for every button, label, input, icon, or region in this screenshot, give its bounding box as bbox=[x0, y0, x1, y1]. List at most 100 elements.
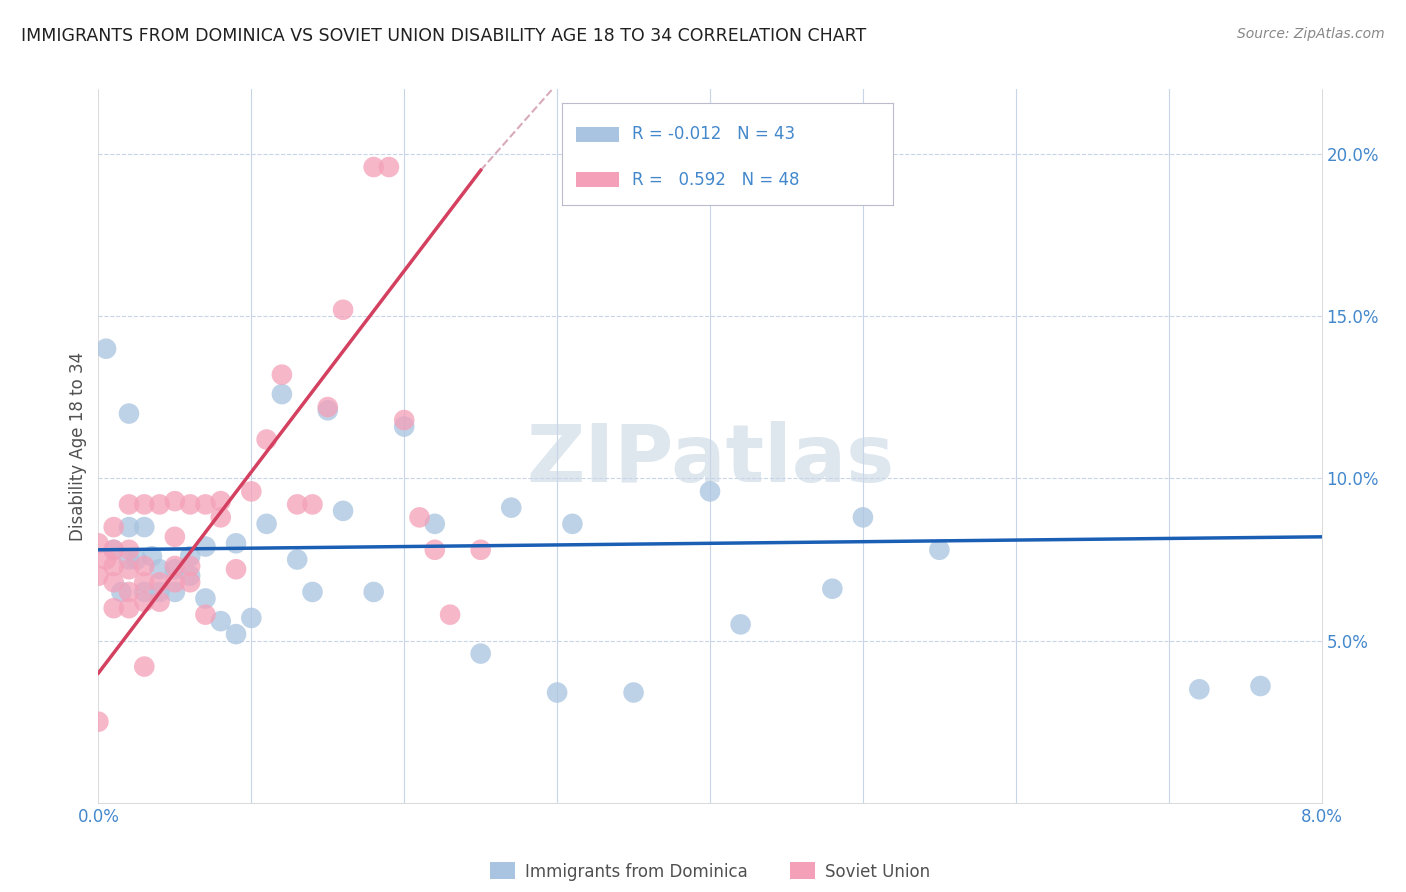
Point bbox=[209, 510, 232, 524]
Point bbox=[501, 500, 523, 515]
Point bbox=[118, 552, 141, 566]
Point bbox=[149, 585, 172, 599]
Point bbox=[163, 559, 186, 574]
Point bbox=[118, 585, 141, 599]
Bar bbox=[575, 128, 619, 142]
Point bbox=[118, 562, 141, 576]
Point bbox=[103, 542, 125, 557]
Point bbox=[332, 302, 354, 317]
Point bbox=[623, 685, 645, 699]
Point bbox=[209, 494, 232, 508]
Point bbox=[730, 617, 752, 632]
Point bbox=[149, 595, 172, 609]
Text: Source: ZipAtlas.com: Source: ZipAtlas.com bbox=[1237, 27, 1385, 41]
Point bbox=[256, 516, 278, 531]
Point bbox=[332, 504, 354, 518]
Point bbox=[378, 160, 401, 174]
Point bbox=[301, 585, 323, 599]
Point bbox=[134, 575, 156, 590]
Point bbox=[94, 342, 117, 356]
Point bbox=[423, 542, 446, 557]
Point bbox=[163, 494, 186, 508]
Point bbox=[225, 562, 247, 576]
Point bbox=[134, 659, 156, 673]
Point bbox=[149, 497, 172, 511]
Point bbox=[285, 497, 308, 511]
Point bbox=[439, 607, 461, 622]
Point bbox=[94, 552, 117, 566]
Point bbox=[194, 607, 217, 622]
Text: IMMIGRANTS FROM DOMINICA VS SOVIET UNION DISABILITY AGE 18 TO 34 CORRELATION CHA: IMMIGRANTS FROM DOMINICA VS SOVIET UNION… bbox=[21, 27, 866, 45]
Point bbox=[149, 562, 172, 576]
Point bbox=[179, 568, 201, 582]
Point bbox=[408, 510, 430, 524]
Point bbox=[179, 497, 201, 511]
Point bbox=[561, 516, 583, 531]
Point bbox=[118, 497, 141, 511]
Legend: Immigrants from Dominica, Soviet Union: Immigrants from Dominica, Soviet Union bbox=[484, 855, 936, 888]
Point bbox=[546, 685, 568, 699]
Point bbox=[118, 542, 141, 557]
Point bbox=[149, 575, 172, 590]
Point bbox=[363, 160, 385, 174]
Point bbox=[134, 595, 156, 609]
Point bbox=[134, 520, 156, 534]
Point bbox=[240, 611, 263, 625]
Point bbox=[103, 520, 125, 534]
Point bbox=[225, 536, 247, 550]
Point bbox=[270, 368, 294, 382]
Point bbox=[118, 601, 141, 615]
Point bbox=[301, 497, 323, 511]
Point bbox=[163, 585, 186, 599]
Point bbox=[179, 575, 201, 590]
Bar bbox=[575, 172, 619, 186]
Point bbox=[141, 549, 163, 564]
Point bbox=[194, 497, 217, 511]
Point bbox=[470, 542, 492, 557]
Point bbox=[194, 591, 217, 606]
Point bbox=[392, 413, 416, 427]
Point bbox=[103, 575, 125, 590]
Point bbox=[103, 542, 125, 557]
Point bbox=[134, 497, 156, 511]
Text: R =   0.592   N = 48: R = 0.592 N = 48 bbox=[631, 170, 799, 188]
Point bbox=[316, 400, 339, 414]
Point bbox=[179, 559, 201, 574]
Point bbox=[363, 585, 385, 599]
Point bbox=[134, 559, 156, 574]
Point bbox=[240, 484, 263, 499]
Point bbox=[103, 601, 125, 615]
Point bbox=[316, 403, 339, 417]
Point bbox=[134, 585, 156, 599]
Point bbox=[163, 530, 186, 544]
Text: R = -0.012   N = 43: R = -0.012 N = 43 bbox=[631, 126, 794, 144]
Point bbox=[163, 575, 186, 590]
Point bbox=[209, 614, 232, 628]
Point bbox=[285, 552, 308, 566]
Point bbox=[928, 542, 950, 557]
Y-axis label: Disability Age 18 to 34: Disability Age 18 to 34 bbox=[69, 351, 87, 541]
Point bbox=[118, 407, 141, 421]
Point bbox=[103, 559, 125, 574]
Point bbox=[194, 540, 217, 554]
Point bbox=[821, 582, 844, 596]
Point bbox=[225, 627, 247, 641]
Point bbox=[270, 387, 294, 401]
Point bbox=[1249, 679, 1271, 693]
Point bbox=[125, 552, 148, 566]
Point bbox=[87, 714, 110, 729]
Point bbox=[110, 585, 132, 599]
Point bbox=[179, 549, 201, 564]
Point bbox=[392, 419, 416, 434]
Text: ZIPatlas: ZIPatlas bbox=[526, 421, 894, 500]
Point bbox=[118, 520, 141, 534]
Point bbox=[423, 516, 446, 531]
Point bbox=[699, 484, 721, 499]
Point bbox=[470, 647, 492, 661]
Point bbox=[256, 433, 278, 447]
Point bbox=[87, 536, 110, 550]
Point bbox=[852, 510, 875, 524]
Point bbox=[87, 568, 110, 582]
Point bbox=[163, 562, 186, 576]
Point bbox=[1188, 682, 1211, 697]
